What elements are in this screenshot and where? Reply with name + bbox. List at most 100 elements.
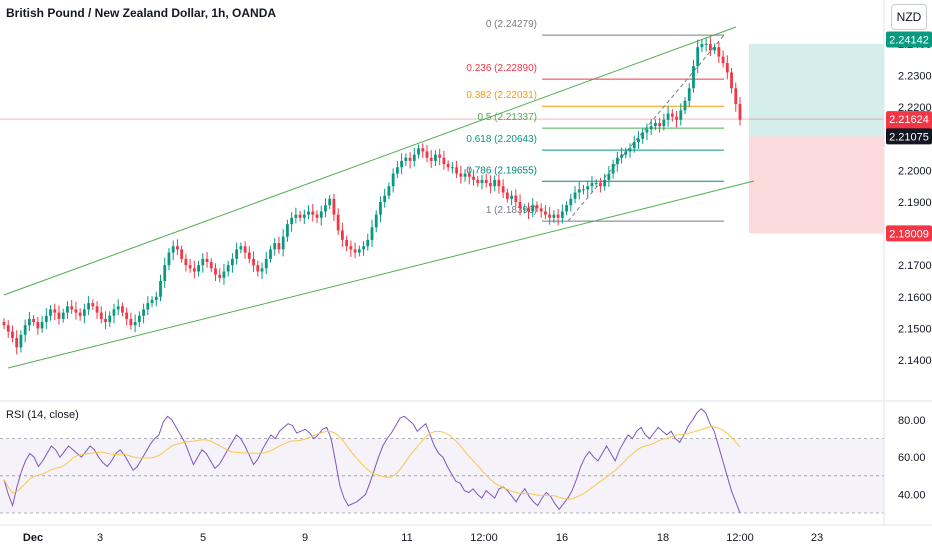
- candle-body: [129, 318, 133, 326]
- candle-body: [99, 312, 103, 319]
- candle-body: [11, 331, 14, 338]
- candle-body: [387, 186, 391, 196]
- candle-body: [725, 62, 729, 73]
- candle-body: [425, 151, 429, 158]
- candle-body: [489, 183, 492, 187]
- candle-body: [286, 224, 289, 237]
- target-zone: [749, 44, 884, 137]
- candle-body: [484, 179, 488, 184]
- candle-body: [252, 258, 255, 266]
- candle-body: [214, 268, 217, 275]
- candle-body: [264, 258, 268, 269]
- price-axis-tick: 2.19000: [898, 197, 932, 209]
- candle-body: [171, 246, 175, 253]
- time-axis-tick: 16: [556, 532, 568, 544]
- candle-body: [40, 322, 44, 329]
- candle-body: [226, 265, 230, 272]
- candle-body: [560, 211, 564, 218]
- candle-body: [442, 157, 446, 165]
- candle-body: [19, 334, 23, 348]
- candle-body: [738, 104, 742, 120]
- candle-body: [133, 322, 137, 326]
- candle-body: [607, 173, 611, 180]
- candle-body: [628, 148, 632, 152]
- candle-body: [476, 179, 480, 184]
- candle-body: [315, 214, 319, 218]
- rsi-axis-tick: 60.00: [898, 452, 926, 464]
- candle-body: [44, 315, 48, 323]
- candle-body: [184, 258, 188, 266]
- time-axis-tick: Dec: [23, 532, 43, 544]
- price-tag-text: 2.24142: [889, 35, 929, 47]
- candle-body: [256, 265, 260, 272]
- candle-body: [112, 309, 116, 316]
- candle-body: [374, 214, 378, 228]
- candle-body: [704, 44, 708, 45]
- chart-title: British Pound / New Zealand Dollar, 1h, …: [6, 6, 277, 20]
- candle-body: [324, 205, 327, 212]
- price-tag-text: 2.18009: [889, 228, 929, 240]
- candle-body: [417, 148, 420, 155]
- candle-body: [615, 157, 619, 165]
- candle-body: [611, 164, 615, 174]
- fib-level-label: 0.618 (2.20643): [466, 134, 537, 145]
- candle-body: [222, 271, 226, 278]
- candle-body: [269, 249, 272, 259]
- fib-level-label: 1 (2.18396): [486, 205, 537, 216]
- candle-body: [404, 157, 408, 161]
- time-axis-tick: 12:00: [470, 532, 498, 544]
- candle-body: [6, 325, 10, 332]
- candle-body: [290, 217, 294, 225]
- currency-button[interactable]: NZD: [891, 4, 927, 30]
- candle-body: [662, 119, 666, 127]
- candle-body: [362, 246, 365, 250]
- candle-body: [679, 110, 683, 120]
- price-tag-take-profit: [886, 31, 932, 48]
- candle-body: [544, 211, 547, 215]
- channel-lower-line: [7, 180, 755, 369]
- candle-body: [412, 154, 416, 161]
- candle-body: [332, 198, 336, 215]
- candle-body: [599, 183, 602, 187]
- candle-body: [696, 47, 700, 67]
- candle-body: [66, 306, 69, 313]
- candle-body: [510, 195, 513, 199]
- candle-body: [336, 214, 340, 231]
- candle-body: [383, 195, 387, 202]
- price-tag-text: 2.21075: [889, 131, 929, 143]
- candle-body: [294, 214, 298, 218]
- candle-body: [594, 183, 598, 185]
- candle-body: [53, 309, 57, 313]
- candle-body: [429, 157, 433, 161]
- candle-body: [565, 205, 568, 212]
- candle-body: [734, 88, 738, 105]
- time-axis-tick: 5: [200, 532, 206, 544]
- candle-body: [32, 318, 36, 323]
- candle-body: [582, 189, 585, 191]
- time-axis-tick: 3: [97, 532, 103, 544]
- price-axis-tick: 2.23000: [898, 71, 932, 83]
- candle-body: [95, 306, 99, 313]
- candle-body: [231, 258, 234, 266]
- rsi-line: [3, 408, 741, 514]
- candle-body: [395, 167, 399, 174]
- candle-body: [400, 160, 404, 168]
- candle-body: [340, 230, 344, 240]
- candle-body: [438, 154, 442, 158]
- candle-body: [687, 88, 691, 101]
- candle-body: [277, 243, 281, 250]
- price-axis-tick: 2.20000: [898, 165, 932, 177]
- price-axis-tick: 2.15000: [898, 323, 932, 335]
- candle-body: [302, 214, 306, 218]
- time-axis-tick: 9: [302, 532, 308, 544]
- candle-body: [708, 44, 712, 51]
- candle-body: [548, 214, 552, 218]
- candle-body: [247, 252, 251, 259]
- candle-body: [125, 312, 129, 319]
- candle-body: [721, 56, 725, 63]
- fib-trend-line: [567, 34, 725, 222]
- candle-body: [632, 141, 636, 149]
- candle-body: [167, 252, 171, 266]
